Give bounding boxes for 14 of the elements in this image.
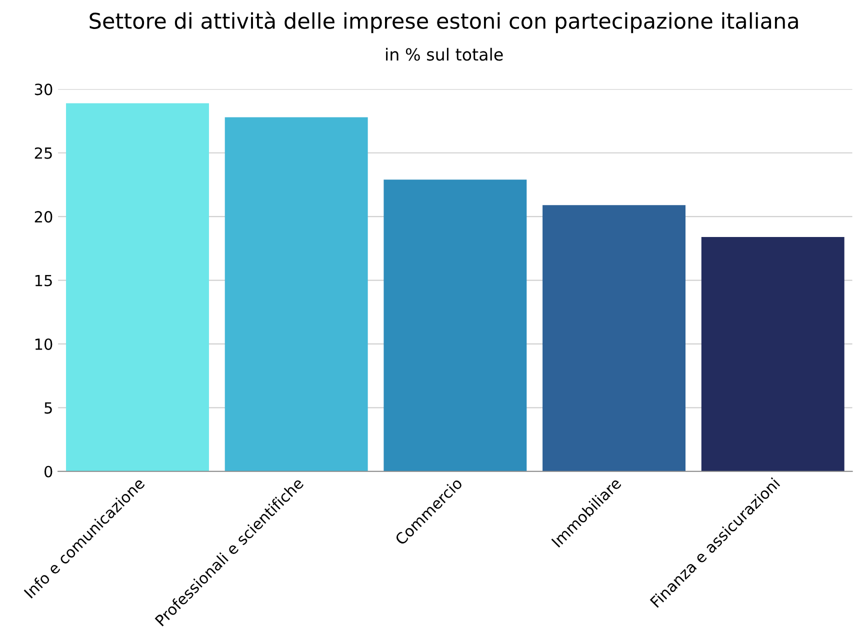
y-tick-label: 25 — [34, 147, 52, 159]
y-tick-label: 0 — [44, 466, 52, 478]
bar — [384, 180, 527, 472]
chart-subtitle: in % sul totale — [386, 48, 503, 61]
chart-title: Settore di attività delle imprese estoni con partecipazione italiana — [90, 11, 798, 34]
bar — [542, 205, 686, 472]
bar — [66, 103, 209, 472]
y-tick-label: 20 — [34, 211, 52, 223]
y-tick-label: 5 — [44, 402, 52, 414]
bar — [224, 117, 368, 472]
y-tick-label: 30 — [34, 84, 52, 96]
bar — [701, 236, 844, 472]
y-tick-label: 10 — [35, 338, 52, 350]
y-tick-label: 15 — [35, 274, 52, 286]
